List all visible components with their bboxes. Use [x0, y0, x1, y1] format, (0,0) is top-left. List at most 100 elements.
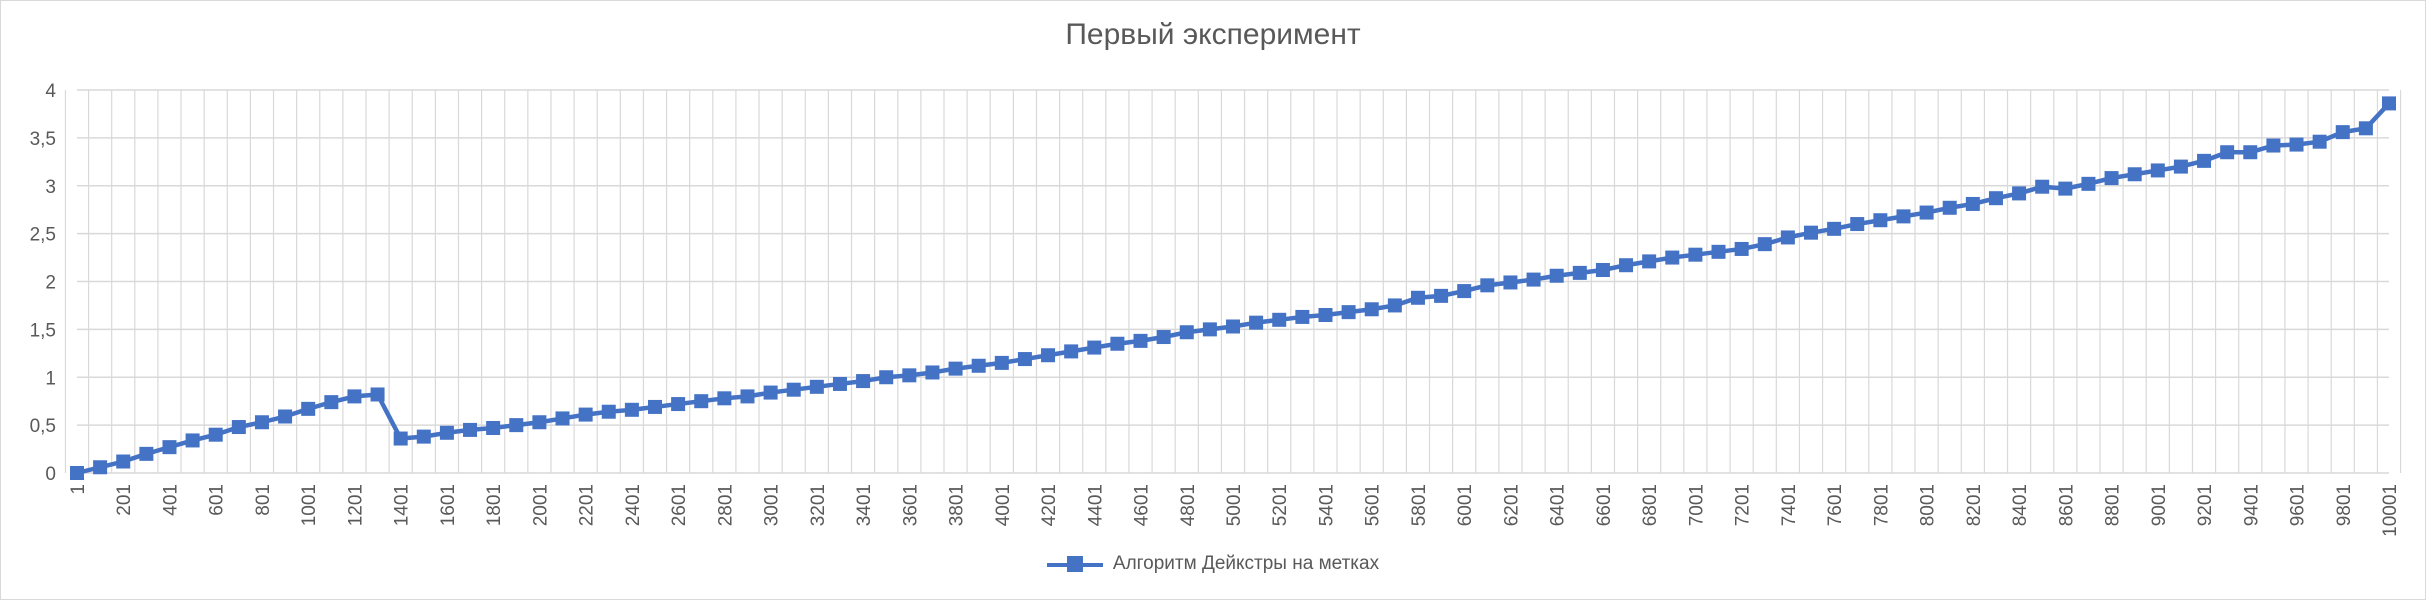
x-tick-label: 1201: [345, 484, 366, 526]
data-point-marker: [1387, 298, 1402, 313]
x-tick-label: 6001: [1455, 484, 1476, 526]
data-point-marker: [2289, 137, 2304, 152]
y-tick-label: 1: [45, 368, 56, 389]
data-point-marker: [2173, 159, 2188, 174]
data-point-marker: [162, 440, 177, 455]
x-tick-label: 5201: [1270, 484, 1291, 526]
x-tick-label: 6801: [1640, 484, 1661, 526]
data-point-marker: [1757, 237, 1772, 252]
x-tick-label: 5601: [1363, 484, 1384, 526]
data-point-marker: [1272, 312, 1287, 327]
data-point-marker: [2358, 121, 2373, 136]
x-tick-label: 201: [114, 484, 135, 516]
series-group: [70, 96, 2396, 480]
x-tick-label: 1801: [484, 484, 505, 526]
x-tick-label: 10001: [2380, 484, 2401, 537]
data-point-marker: [1226, 319, 1240, 334]
legend-swatch-icon: [1046, 554, 1103, 574]
data-point-marker: [93, 460, 108, 475]
data-point-marker: [347, 389, 362, 404]
x-tick-label: 8801: [2103, 484, 2124, 526]
x-tick-label: 9801: [2334, 484, 2355, 526]
data-point-marker: [2081, 176, 2096, 191]
data-point-marker: [185, 433, 200, 448]
x-tick-label: 5001: [1224, 484, 1245, 526]
legend: Алгоритм Дейкстры на метках: [0, 553, 2426, 575]
y-axis-ticks: 0 0,5 1 1,5 2 2,5 3 3,5 4: [30, 81, 57, 485]
data-point-marker: [2243, 145, 2258, 160]
data-point-marker: [254, 415, 269, 430]
legend-label: Алгоритм Дейкстры на метках: [1112, 553, 1380, 574]
data-point-marker: [1988, 191, 2003, 206]
data-point-marker: [624, 402, 639, 417]
data-point-marker: [370, 387, 385, 402]
x-tick-label: 7801: [1871, 484, 1892, 526]
x-tick-label: 9201: [2195, 484, 2216, 526]
x-tick-label: 4001: [993, 484, 1014, 526]
y-tick-label: 0: [45, 464, 56, 485]
data-point-marker: [578, 407, 593, 422]
data-point-marker: [601, 404, 616, 419]
data-point-marker: [763, 385, 778, 400]
x-tick-label: 8201: [1964, 484, 1985, 526]
data-point-marker: [1780, 230, 1795, 245]
x-tick-label: 5801: [1409, 484, 1430, 526]
data-point-marker: [694, 394, 709, 409]
data-point-marker: [948, 361, 963, 376]
x-tick-label: 8001: [1918, 484, 1939, 526]
data-point-marker: [1572, 265, 1587, 280]
series-line: [76, 101, 2391, 476]
x-tick-label: 6201: [1501, 484, 1522, 526]
data-point-marker: [116, 454, 131, 469]
data-point-marker: [139, 446, 154, 461]
data-point-marker: [393, 431, 408, 446]
data-point-marker: [324, 395, 339, 410]
chart-title: Первый эксперимент: [1065, 18, 1361, 51]
x-tick-label: 5401: [1316, 484, 1337, 526]
data-point-marker: [1642, 254, 1657, 269]
data-point-marker: [1249, 315, 1264, 330]
data-point-marker: [1595, 263, 1610, 278]
y-tick-label: 2: [45, 273, 56, 294]
x-tick-label: 7001: [1686, 484, 1707, 526]
x-tick-label: 9401: [2241, 484, 2262, 526]
data-point-marker: [994, 355, 1009, 370]
data-point-marker: [2335, 125, 2350, 140]
data-point-marker: [532, 415, 547, 430]
x-tick-label: 3401: [854, 484, 875, 526]
x-tick-label: 2801: [715, 484, 736, 526]
data-point-marker: [2220, 145, 2235, 160]
x-tick-label: 1: [68, 484, 89, 495]
data-point-marker: [902, 368, 917, 383]
x-tick-label: 4801: [1178, 484, 1199, 526]
x-tick-label: 1601: [438, 484, 459, 526]
data-point-marker: [1179, 325, 1194, 340]
data-point-marker: [1064, 344, 1079, 359]
y-tick-label: 3,5: [30, 129, 56, 150]
data-point-marker: [1734, 241, 1749, 256]
x-tick-label: 8601: [2056, 484, 2077, 526]
data-point-marker: [2058, 181, 2073, 196]
data-point-marker: [1318, 308, 1333, 323]
data-point-marker: [2312, 134, 2327, 149]
data-point-marker: [2012, 186, 2027, 201]
x-tick-label: 4401: [1085, 484, 1106, 526]
data-point-marker: [1202, 322, 1217, 337]
data-point-marker: [1619, 258, 1634, 273]
data-point-marker: [2266, 138, 2281, 153]
data-point-marker: [1919, 205, 1934, 220]
data-point-marker: [671, 397, 686, 412]
data-point-marker: [1410, 290, 1425, 305]
data-point-marker: [856, 374, 871, 389]
data-point-marker: [278, 409, 293, 424]
data-point-marker: [1804, 225, 1818, 240]
x-tick-label: 8401: [2010, 484, 2031, 526]
data-point-marker: [1965, 196, 1980, 211]
data-point-marker: [1041, 348, 1056, 363]
x-tick-label: 9001: [2149, 484, 2170, 526]
data-point-marker: [1688, 247, 1703, 262]
data-point-marker: [786, 382, 801, 397]
x-axis-ticks: 1 201 401 601 801 1001 1201 1401 1601 1801 2001 220…: [68, 484, 2401, 537]
data-point-marker: [1133, 333, 1148, 348]
